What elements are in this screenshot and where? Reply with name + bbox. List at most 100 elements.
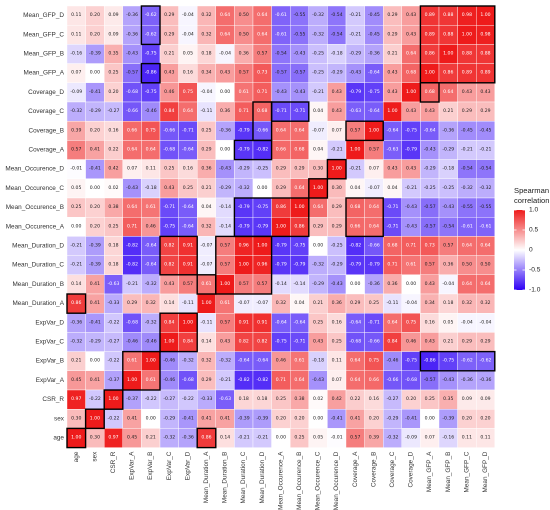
cell-value-label: 1.00 bbox=[294, 204, 304, 210]
row-label: Coverage_D bbox=[28, 89, 64, 96]
cell-value-label: 0.46 bbox=[164, 89, 174, 95]
cell-value-label: -0.64 bbox=[182, 223, 194, 229]
cell-value-label: -0.36 bbox=[182, 435, 194, 441]
cell-value-label: -0.82 bbox=[256, 377, 268, 383]
cell-value-label: 0.21 bbox=[443, 108, 453, 114]
cell-value-label: 0.66 bbox=[369, 377, 379, 383]
cell-value-label: 0.11 bbox=[462, 435, 472, 441]
cell-value-label: 0.04 bbox=[387, 185, 397, 191]
legend-tick-label: -1.0 bbox=[529, 287, 541, 294]
cell-value-label: 0.00 bbox=[425, 415, 435, 421]
cell-value-label: -0.18 bbox=[331, 51, 343, 57]
cell-value-label: -0.62 bbox=[145, 12, 157, 18]
cell-value-label: 0.75 bbox=[183, 89, 193, 95]
cell-value-label: 0.64 bbox=[462, 243, 472, 249]
column-label: age bbox=[73, 451, 80, 462]
cell-value-label: 0.25 bbox=[201, 127, 211, 133]
significance-outline bbox=[84, 408, 105, 430]
cell-value-label: 0.41 bbox=[90, 300, 100, 306]
legend-tick-label: 0.5 bbox=[529, 227, 538, 234]
cell-value-label: -0.64 bbox=[145, 243, 157, 249]
cell-value-label: 0.71 bbox=[276, 377, 286, 383]
cell-value-label: -0.07 bbox=[256, 300, 268, 306]
cell-value-label: 0.84 bbox=[164, 108, 174, 114]
cell-value-label: 0.42 bbox=[332, 396, 342, 402]
cell-value-label: -0.75 bbox=[275, 339, 287, 345]
cell-value-label: 0.43 bbox=[387, 70, 397, 76]
cell-value-label: 0.57 bbox=[220, 262, 230, 268]
cell-value-label: 0.14 bbox=[220, 435, 230, 441]
cell-value-label: -0.29 bbox=[387, 415, 399, 421]
cell-value-label: 0.43 bbox=[313, 339, 323, 345]
cell-value-label: -0.36 bbox=[70, 319, 82, 325]
x-axis-labels: age sex CSR_R ExpVar_A ExpVar_B ExpVar_C ExpVa… bbox=[73, 451, 489, 510]
cell-value-label: -0.46 bbox=[163, 358, 175, 364]
cell-value-label: 1.00 bbox=[239, 262, 249, 268]
cell-value-label: -0.32 bbox=[312, 31, 324, 37]
cell-value-label: 0.57 bbox=[220, 243, 230, 249]
cell-value-label: 0.30 bbox=[313, 166, 323, 172]
cell-value-label: 0.41 bbox=[201, 415, 211, 421]
cell-value-label: 0.64 bbox=[369, 223, 379, 229]
cell-value-label: -0.57 bbox=[424, 204, 436, 210]
cell-value-label: 0.43 bbox=[425, 108, 435, 114]
cell-value-label: 1.00 bbox=[443, 51, 453, 57]
cell-value-label: -0.66 bbox=[368, 339, 380, 345]
cell-value-label: 0.29 bbox=[201, 377, 211, 383]
cell-value-label: -0.29 bbox=[442, 147, 454, 153]
cell-value-label: 0.25 bbox=[71, 204, 81, 210]
cell-value-label: -0.61 bbox=[461, 223, 473, 229]
column-label: Mean_Occurence_C bbox=[315, 451, 322, 510]
cell-value-label: 1.00 bbox=[146, 358, 156, 364]
cell-value-label: -0.68 bbox=[126, 89, 138, 95]
cell-value-label: -0.54 bbox=[331, 12, 343, 18]
cell-value-label: 0.64 bbox=[294, 127, 304, 133]
cell-value-label: -0.32 bbox=[70, 339, 82, 345]
cell-value-label: -0.62 bbox=[480, 358, 492, 364]
cell-value-label: 0.88 bbox=[443, 31, 453, 37]
cell-value-label: -0.27 bbox=[108, 339, 120, 345]
cell-value-label: 0.88 bbox=[443, 12, 453, 18]
cell-value-label: -0.21 bbox=[349, 12, 361, 18]
cell-value-label: -0.14 bbox=[294, 281, 306, 287]
cell-value-label: 0.45 bbox=[71, 377, 81, 383]
cell-value-label: 0.16 bbox=[183, 166, 193, 172]
cell-value-label: 0.97 bbox=[108, 435, 118, 441]
cell-value-label: 0.86 bbox=[425, 51, 435, 57]
row-label: ExpVar_D bbox=[35, 319, 64, 326]
cell-value-label: -0.64 bbox=[256, 358, 268, 364]
cell-value-label: -0.75 bbox=[405, 358, 417, 364]
column-label: ExpVar_D bbox=[184, 451, 191, 480]
cell-value-label: -0.64 bbox=[238, 358, 250, 364]
cell-value-label: 0.05 bbox=[71, 185, 81, 191]
cell-value-label: 0.05 bbox=[443, 319, 453, 325]
cell-value-label: -0.32 bbox=[145, 319, 157, 325]
cell-value-label: 0.29 bbox=[276, 185, 286, 191]
cell-value-label: 0.21 bbox=[71, 358, 81, 364]
cell-value-label: 1.00 bbox=[276, 223, 286, 229]
cell-value-label: 0.20 bbox=[108, 89, 118, 95]
cell-value-label: -0.43 bbox=[294, 51, 306, 57]
cell-value-label: -0.29 bbox=[163, 415, 175, 421]
cell-value-label: 0.64 bbox=[257, 12, 267, 18]
cell-value-label: 0.16 bbox=[183, 70, 193, 76]
cell-value-label: -0.36 bbox=[480, 377, 492, 383]
cell-value-label: -0.41 bbox=[182, 415, 194, 421]
cell-value-label: 1.00 bbox=[164, 339, 174, 345]
cell-value-label: 0.38 bbox=[108, 204, 118, 210]
cell-value-label: 0.86 bbox=[276, 204, 286, 210]
cell-value-label: 0.21 bbox=[146, 435, 156, 441]
cell-value-label: -0.79 bbox=[238, 147, 250, 153]
cell-value-label: 0.04 bbox=[294, 300, 304, 306]
cell-value-label: -0.39 bbox=[442, 415, 454, 421]
cell-value-label: -0.57 bbox=[294, 70, 306, 76]
cell-value-label: 1.00 bbox=[201, 300, 211, 306]
cell-value-label: 0.29 bbox=[127, 300, 137, 306]
cell-value-label: 0.64 bbox=[313, 204, 323, 210]
column-label: Mean_Duration_C bbox=[240, 451, 247, 503]
cell-value-label: -0.71 bbox=[294, 108, 306, 114]
cell-value-label: -0.22 bbox=[108, 319, 120, 325]
cell-value-label: 0.32 bbox=[201, 31, 211, 37]
cell-value-label: -0.75 bbox=[256, 204, 268, 210]
cell-value-label: -0.64 bbox=[145, 262, 157, 268]
